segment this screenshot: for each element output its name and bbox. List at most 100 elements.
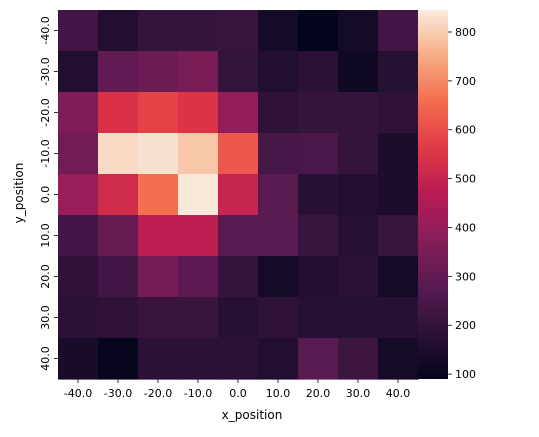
heatmap-cell	[218, 51, 259, 93]
y-tick-label: 40.0	[39, 346, 52, 371]
heatmap-cell	[58, 338, 99, 380]
heatmap-cell	[338, 92, 379, 134]
colorbar-tick-label: 600	[455, 124, 476, 137]
heatmap-cell	[378, 215, 419, 257]
heatmap-cell	[98, 51, 139, 93]
x-axis-label: x_position	[222, 408, 283, 422]
heatmap-cell	[338, 10, 379, 52]
heatmap-cell	[138, 92, 179, 134]
heatmap-cell	[258, 133, 299, 175]
heatmap-cell	[138, 10, 179, 52]
x-axis-ticks: -40.0 -30.0 -20.0 -10.0 0.0 10.0 20.0 30.0 40.0	[64, 379, 410, 400]
heatmap-cell	[378, 51, 419, 93]
colorbar-tick-label: 800	[455, 26, 476, 39]
heatmap-cell	[138, 256, 179, 298]
y-tick-label: 10.0	[39, 223, 52, 248]
heatmap-cell	[178, 297, 219, 339]
colorbar-tick-label: 400	[455, 221, 476, 234]
heatmap-cell	[98, 256, 139, 298]
heatmap-cell	[138, 174, 179, 216]
x-tick-label: 30.0	[346, 387, 371, 400]
colorbar-ticks: 100 200 300 400 500 600 700 800	[448, 26, 476, 381]
heatmap-cell	[378, 338, 419, 380]
heatmap-cell	[138, 338, 179, 380]
heatmap-cell	[218, 256, 259, 298]
heatmap-cell	[298, 174, 339, 216]
colorbar-tick-label: 700	[455, 75, 476, 88]
heatmap-cell	[258, 297, 299, 339]
heatmap-cell	[58, 10, 99, 52]
colorbar-tick-label: 500	[455, 173, 476, 186]
heatmap-cell	[338, 297, 379, 339]
heatmap-cell	[298, 297, 339, 339]
y-tick-label: 20.0	[39, 264, 52, 289]
heatmap-cell	[178, 51, 219, 93]
y-axis-ticks: -40.0 -30.0 -20.0 -10.0 0.0 10.0 20.0 30.0 40.0	[39, 16, 58, 371]
heatmap-cell	[58, 256, 99, 298]
x-tick-label: 20.0	[306, 387, 331, 400]
heatmap-cell	[378, 133, 419, 175]
heatmap-cell	[258, 215, 299, 257]
heatmap-cell	[58, 174, 99, 216]
heatmap-cell	[298, 10, 339, 52]
heatmap-cell	[138, 51, 179, 93]
heatmap-cell	[178, 10, 219, 52]
heatmap-cell	[258, 51, 299, 93]
heatmap-cell	[138, 297, 179, 339]
heatmap-cell	[258, 338, 299, 380]
heatmap-cell	[98, 174, 139, 216]
x-tick-label: -10.0	[184, 387, 212, 400]
colorbar-tick-label: 200	[455, 319, 476, 332]
heatmap-cell	[98, 10, 139, 52]
heatmap-cell	[378, 256, 419, 298]
colorbar	[418, 10, 448, 379]
heatmap-cell	[258, 256, 299, 298]
heatmap-cell	[218, 92, 259, 134]
heatmap-cell	[138, 133, 179, 175]
x-tick-label: -40.0	[64, 387, 92, 400]
heatmap-cell	[218, 133, 259, 175]
heatmap-cell	[258, 174, 299, 216]
y-tick-label: -40.0	[39, 16, 52, 44]
heatmap-cell	[298, 92, 339, 134]
x-tick-label: -20.0	[144, 387, 172, 400]
x-tick-label: -30.0	[104, 387, 132, 400]
heatmap-cell	[98, 338, 139, 380]
heatmap-cell	[338, 174, 379, 216]
heatmap-cell	[58, 51, 99, 93]
y-tick-label: -20.0	[39, 98, 52, 126]
heatmap-cell	[378, 10, 419, 52]
heatmap-cell	[178, 338, 219, 380]
heatmap-cell	[338, 215, 379, 257]
heatmap-cell	[378, 92, 419, 134]
heatmap-cell	[338, 133, 379, 175]
heatmap-cell	[258, 92, 299, 134]
heatmap-cell	[178, 215, 219, 257]
x-tick-label: 10.0	[266, 387, 291, 400]
y-tick-label: 0.0	[39, 186, 52, 204]
heatmap-cell	[178, 174, 219, 216]
heatmap-cell	[298, 256, 339, 298]
y-tick-label: -10.0	[39, 139, 52, 167]
colorbar-tick-label: 100	[455, 368, 476, 381]
heatmap-cell	[338, 51, 379, 93]
y-axis-label: y_position	[12, 163, 26, 224]
y-tick-label: -30.0	[39, 57, 52, 85]
colorbar-tick-label: 300	[455, 270, 476, 283]
heatmap-cell	[58, 297, 99, 339]
heatmap-cell	[58, 133, 99, 175]
heatmap-cell	[298, 215, 339, 257]
heatmap-cell	[98, 215, 139, 257]
heatmap-cells	[58, 10, 419, 380]
heatmap-cell	[138, 215, 179, 257]
heatmap-cell	[258, 10, 299, 52]
heatmap-cell	[378, 297, 419, 339]
heatmap-cell	[98, 92, 139, 134]
heatmap-cell	[178, 133, 219, 175]
heatmap-cell	[178, 256, 219, 298]
heatmap-cell	[338, 338, 379, 380]
x-tick-label: 0.0	[229, 387, 247, 400]
heatmap-cell	[218, 174, 259, 216]
